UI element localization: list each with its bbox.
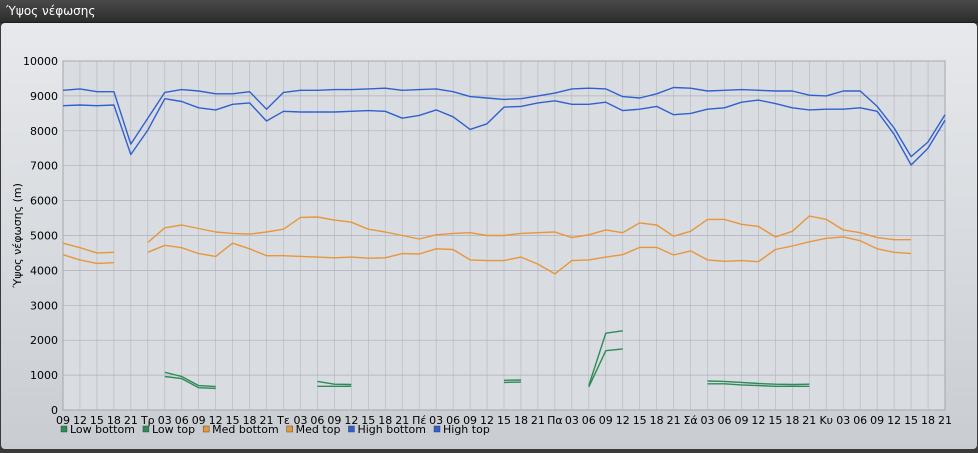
x-tick-label: 06	[718, 414, 732, 427]
legend-swatch-4	[348, 426, 354, 432]
x-tick-label: 21	[938, 414, 952, 427]
title-bar: Ύψος νέφωσης	[0, 0, 978, 23]
x-tick-label: 18	[921, 414, 935, 427]
y-tick-label: 3000	[30, 299, 58, 312]
x-tick-label: 09	[734, 414, 748, 427]
legend-swatch-1	[143, 426, 149, 432]
x-tick-label: Πα	[547, 414, 563, 427]
x-tick-label: 03	[701, 414, 715, 427]
x-tick-label: 03	[836, 414, 850, 427]
legend-swatch-2	[203, 426, 209, 432]
legend-swatch-3	[287, 426, 293, 432]
y-tick-label: 4000	[30, 264, 58, 277]
y-tick-label: 10000	[23, 55, 58, 68]
x-tick-label: 12	[887, 414, 901, 427]
y-tick-label: 1000	[30, 369, 58, 382]
x-tick-label: 03	[429, 414, 443, 427]
x-tick-label: 09	[870, 414, 884, 427]
x-tick-label: 06	[853, 414, 867, 427]
y-tick-label: 6000	[30, 195, 58, 208]
x-tick-label: 15	[633, 414, 647, 427]
legend-swatch-0	[61, 426, 67, 432]
y-tick-label: 9000	[30, 90, 58, 103]
x-tick-label: 18	[514, 414, 528, 427]
x-tick-label: Σά	[683, 414, 697, 427]
x-tick-label: 15	[768, 414, 782, 427]
y-tick-label: 2000	[30, 334, 58, 347]
legend-swatch-5	[434, 426, 440, 432]
legend-label-2: Med bottom	[212, 423, 279, 436]
x-tick-label: 09	[599, 414, 613, 427]
y-tick-label: 8000	[30, 125, 58, 138]
x-tick-label: 03	[565, 414, 579, 427]
legend-label-1: Low top	[152, 423, 195, 436]
x-tick-label: 18	[785, 414, 799, 427]
x-tick-label: 09	[56, 414, 70, 427]
legend-label-4: High bottom	[357, 423, 426, 436]
x-tick-label: 15	[904, 414, 918, 427]
cloud-height-chart: 0100020003000400050006000700080009000100…	[1, 23, 977, 449]
x-tick-label: 21	[667, 414, 681, 427]
x-tick-label: Κυ	[819, 414, 833, 427]
legend-label-5: High top	[443, 423, 490, 436]
y-axis-label: Ύψος νέφωσης (m)	[11, 183, 24, 289]
x-tick-label: 12	[751, 414, 765, 427]
window-title: Ύψος νέφωσης	[6, 4, 95, 18]
x-tick-label: 21	[531, 414, 545, 427]
x-tick-label: 18	[650, 414, 664, 427]
y-tick-label: 7000	[30, 160, 58, 173]
x-tick-label: 06	[582, 414, 596, 427]
legend-label-0: Low bottom	[70, 423, 135, 436]
y-tick-label: 5000	[30, 230, 58, 243]
x-tick-label: 21	[802, 414, 816, 427]
x-tick-label: 15	[497, 414, 511, 427]
x-tick-label: 12	[344, 414, 358, 427]
legend-label-3: Med top	[296, 423, 341, 436]
x-tick-label: 12	[616, 414, 630, 427]
